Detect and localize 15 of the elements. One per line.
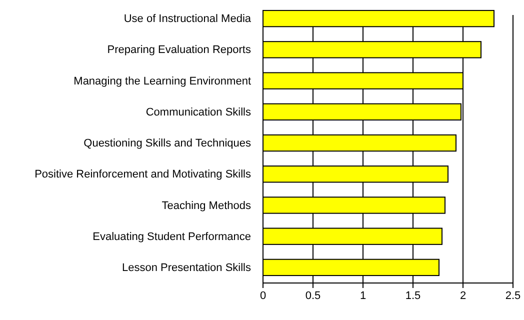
y-tick-label: Preparing Evaluation Reports (107, 44, 252, 56)
y-tick-label: Teaching Methods (162, 200, 252, 212)
x-tick-label: 1.5 (405, 290, 421, 302)
y-tick-label: Lesson Presentation Skills (122, 262, 252, 274)
y-tick-label: Use of Instructional Media (124, 13, 252, 26)
x-tick-label: 0 (260, 290, 266, 302)
x-tick-label: 2.5 (505, 290, 521, 302)
x-tick-label: 0.5 (305, 290, 321, 302)
y-tick-label: Evaluating Student Performance (92, 230, 251, 243)
x-tick-label: 2 (460, 290, 466, 302)
x-tick-label: 1 (360, 290, 366, 302)
y-tick-label: Communication Skills (146, 106, 252, 118)
y-tick-label: Questioning Skills and Techniques (84, 138, 252, 150)
y-tick-label: Positive Reinforcement and Motivating Skills (34, 168, 252, 181)
y-tick-label: Managing the Learning Environment (74, 75, 251, 88)
